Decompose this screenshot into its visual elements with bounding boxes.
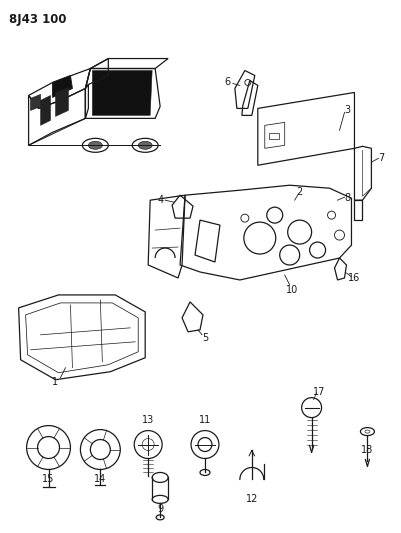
Polygon shape — [41, 95, 51, 125]
Text: 5: 5 — [202, 333, 208, 343]
Text: 11: 11 — [199, 415, 211, 425]
Text: 16: 16 — [348, 273, 360, 283]
Text: 2: 2 — [296, 187, 303, 197]
Polygon shape — [55, 87, 69, 116]
Text: 17: 17 — [314, 386, 326, 397]
Text: 1: 1 — [53, 377, 59, 387]
Text: 7: 7 — [378, 154, 385, 163]
Text: 3: 3 — [344, 106, 350, 116]
Text: 15: 15 — [43, 474, 55, 484]
Ellipse shape — [138, 141, 152, 149]
Text: 12: 12 — [246, 495, 258, 504]
Text: 8: 8 — [344, 193, 350, 203]
Polygon shape — [53, 76, 73, 98]
Text: 10: 10 — [286, 285, 298, 295]
Bar — [269, 133, 279, 139]
Ellipse shape — [132, 139, 158, 152]
Text: 9: 9 — [157, 504, 163, 514]
Polygon shape — [92, 70, 152, 116]
Text: 18: 18 — [361, 445, 374, 455]
Text: 6: 6 — [225, 77, 231, 87]
Ellipse shape — [88, 141, 102, 149]
Text: 8J43 100: 8J43 100 — [9, 13, 66, 26]
Text: 13: 13 — [142, 415, 154, 425]
Text: 4: 4 — [157, 195, 163, 205]
Polygon shape — [30, 94, 41, 110]
Text: 14: 14 — [94, 474, 107, 484]
Ellipse shape — [83, 139, 108, 152]
